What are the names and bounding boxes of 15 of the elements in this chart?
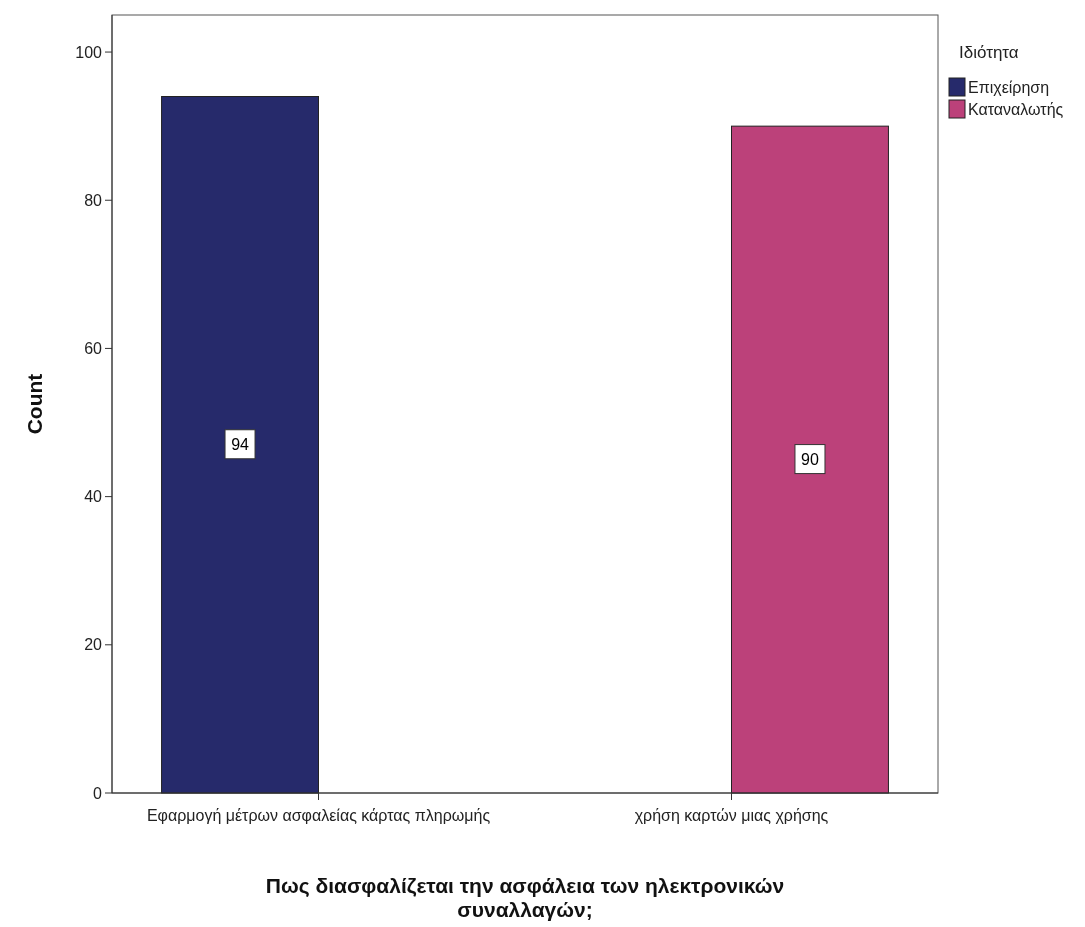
- x-tick-label: χρήση καρτών μιας χρήσης: [634, 807, 829, 824]
- x-axis-title: Πως διασφαλίζεται την ασφάλεια των ηλεκτρονικών συναλλαγών;: [265, 874, 785, 921]
- legend-label: Καταναλωτής: [968, 100, 1064, 118]
- y-tick-label: 100: [75, 43, 103, 61]
- y-tick-label: 0: [93, 784, 103, 802]
- legend-label: Επιχείρηση: [968, 78, 1050, 96]
- y-tick-label: 60: [84, 340, 103, 358]
- y-tick-label: 40: [84, 488, 103, 506]
- legend-title: Ιδιότητα: [959, 43, 1019, 62]
- y-tick-label: 20: [84, 636, 103, 654]
- data-label: 94: [231, 436, 250, 454]
- y-tick-label: 80: [84, 191, 103, 209]
- x-tick-label: Εφαρμογή μέτρων ασφαλείας κάρτας πληρωμής: [146, 807, 491, 824]
- y-axis-title: Count: [23, 373, 46, 435]
- data-label: 90: [801, 451, 819, 469]
